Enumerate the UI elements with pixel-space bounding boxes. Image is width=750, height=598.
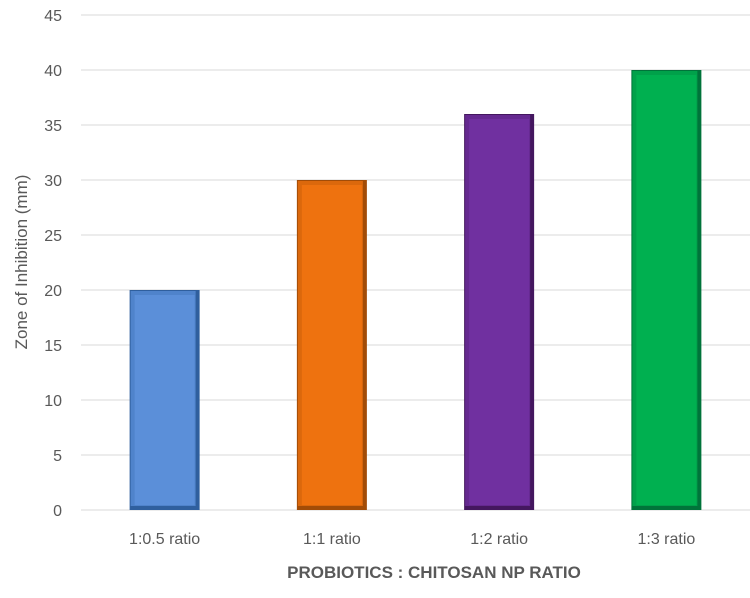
y-tick-label: 40 xyxy=(44,63,62,80)
y-tick-label: 0 xyxy=(53,503,62,520)
x-tick-label: 1:0.5 ratio xyxy=(129,531,200,548)
y-tick-label: 5 xyxy=(53,448,62,465)
y-tick-label: 10 xyxy=(44,393,62,410)
bar-face xyxy=(301,185,362,505)
bar-4 xyxy=(631,70,702,510)
bar-2 xyxy=(296,180,367,510)
x-tick-label: 1:1 ratio xyxy=(303,531,361,548)
x-axis-ticks: 1:0.5 ratio 1:1 ratio 1:2 ratio 1:3 ratio xyxy=(129,531,695,548)
y-tick-label: 35 xyxy=(44,118,62,135)
y-tick-label: 15 xyxy=(44,338,62,355)
x-axis-title: PROBIOTICS : CHITOSAN NP RATIO xyxy=(287,563,581,582)
y-tick-label: 30 xyxy=(44,173,62,190)
x-tick-label: 1:3 ratio xyxy=(637,531,695,548)
y-tick-label: 45 xyxy=(44,8,62,25)
bar-face xyxy=(469,119,530,505)
y-tick-label: 20 xyxy=(44,283,62,300)
bar-3 xyxy=(464,114,535,510)
x-tick-label: 1:2 ratio xyxy=(470,531,528,548)
y-tick-label: 25 xyxy=(44,228,62,245)
bar-face xyxy=(134,295,195,505)
y-axis-title: Zone of Inhibition (mm) xyxy=(12,175,31,350)
y-axis-ticks: 0 5 10 15 20 25 30 35 40 45 xyxy=(44,8,62,520)
bar-face xyxy=(636,75,697,505)
bars xyxy=(129,70,702,510)
bar-1 xyxy=(129,290,200,510)
